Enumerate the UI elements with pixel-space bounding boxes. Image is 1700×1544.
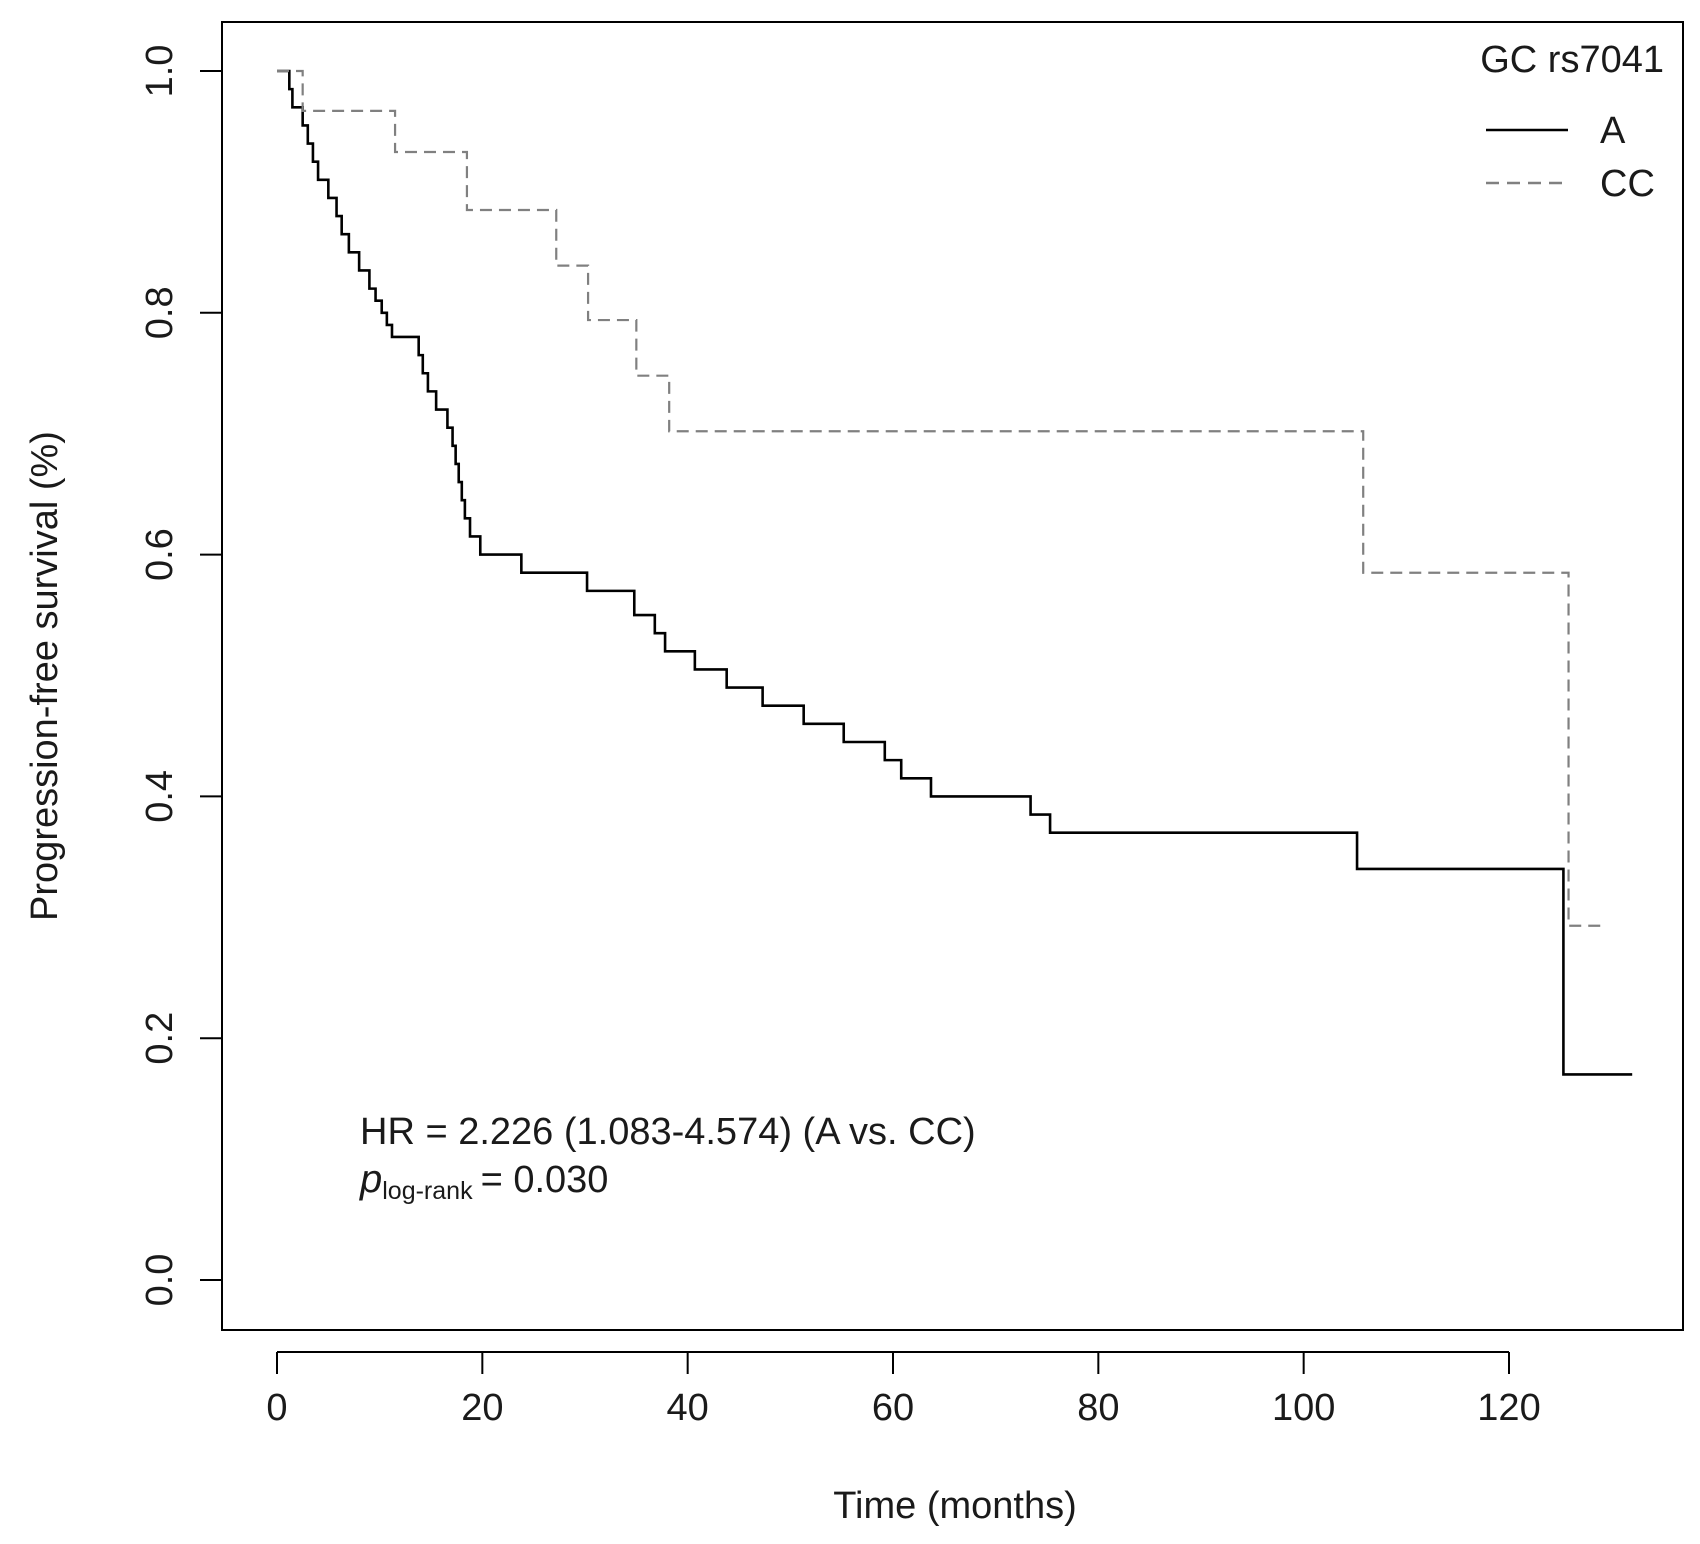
y-tick-label: 0.6 [139, 528, 181, 581]
p-value: = 0.030 [481, 1159, 609, 1201]
hazard-ratio-annotation: HR = 2.226 (1.083-4.574) (A vs. CC) [360, 1111, 976, 1153]
x-axis-label: Time (months) [833, 1485, 1077, 1527]
x-tick-label: 20 [461, 1387, 503, 1429]
y-tick-label: 0.0 [139, 1254, 181, 1307]
legend-label-a: A [1600, 110, 1626, 152]
legend-label-cc: CC [1600, 163, 1655, 205]
y-tick-label: 1.0 [139, 45, 181, 98]
y-tick-label: 0.8 [139, 286, 181, 339]
y-tick-label: 0.4 [139, 770, 181, 823]
series-cc-line [277, 69, 1602, 927]
p-value-annotation: plog-rank = 0.030 [359, 1157, 608, 1205]
y-tick-label: 0.2 [139, 1012, 181, 1065]
x-tick-label: 120 [1477, 1387, 1540, 1429]
x-axis: 0 20 40 60 80 100 120 [266, 1351, 1541, 1429]
series-layer [277, 69, 1633, 1076]
x-tick-label: 60 [872, 1387, 914, 1429]
series-a-line [277, 69, 1633, 1076]
x-tick-label: 80 [1077, 1387, 1119, 1429]
legend-title: GC rs7041 [1480, 39, 1664, 81]
p-subscript: log-rank [382, 1177, 473, 1205]
legend: GC rs7041 A CC [1480, 39, 1664, 205]
y-axis: 0.0 0.2 0.4 0.6 0.8 1.0 [139, 45, 223, 1307]
x-tick-label: 40 [667, 1387, 709, 1429]
p-symbol: p [359, 1157, 382, 1201]
y-axis-label: Progression-free survival (%) [24, 431, 66, 921]
x-tick-label: 100 [1272, 1387, 1335, 1429]
x-tick-label: 0 [266, 1387, 287, 1429]
